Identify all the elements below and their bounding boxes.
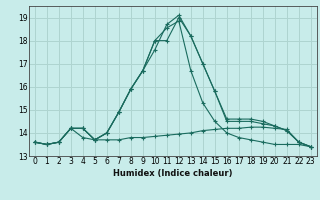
X-axis label: Humidex (Indice chaleur): Humidex (Indice chaleur): [113, 169, 233, 178]
